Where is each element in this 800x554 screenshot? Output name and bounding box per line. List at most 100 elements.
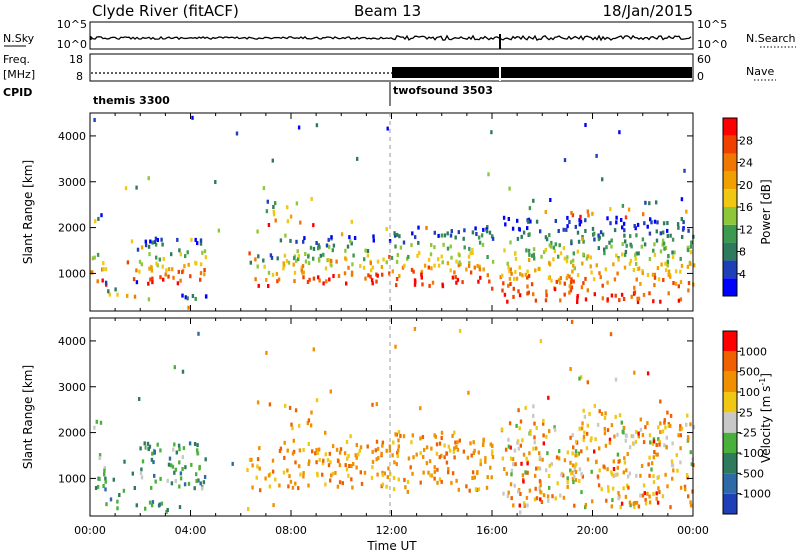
power-cell — [276, 279, 279, 284]
power-cell — [187, 262, 190, 267]
power-cell — [421, 282, 424, 287]
power-cell — [429, 252, 433, 257]
power-cell — [615, 220, 618, 225]
velocity-cell — [539, 339, 543, 344]
velocity-cell — [317, 447, 321, 452]
power-cell — [455, 259, 458, 264]
power-cell — [433, 245, 436, 250]
power-cell — [308, 277, 311, 282]
velocity-cell — [571, 451, 574, 456]
velocity-cell — [288, 474, 291, 479]
power-cell — [301, 270, 304, 275]
velocity-cell — [440, 453, 443, 458]
power-cell — [410, 243, 413, 248]
power-cell — [599, 275, 602, 280]
power-cell — [530, 282, 534, 287]
velocity-cell — [328, 451, 331, 456]
nsky-tick-top: 10^5 — [57, 18, 87, 31]
power-cell — [550, 278, 553, 283]
velocity-cell — [183, 482, 187, 487]
velocity-cell — [338, 463, 342, 468]
power-cell — [330, 258, 333, 263]
power-cell — [399, 245, 403, 250]
velocity-cell — [389, 472, 392, 477]
velocity-cell — [635, 473, 638, 478]
velocity-cell — [299, 472, 302, 477]
power-cell — [266, 199, 269, 204]
power-cell — [499, 275, 502, 280]
velocity-cell — [566, 484, 569, 489]
power-cell — [511, 226, 515, 231]
power-cell — [621, 252, 624, 257]
power-cell — [554, 219, 557, 223]
velocity-cell — [292, 438, 295, 443]
power-cell — [679, 269, 682, 274]
power-cell — [655, 238, 659, 243]
velocity-cell — [385, 484, 388, 489]
power-cell — [367, 273, 370, 278]
velocity-cell — [626, 483, 629, 488]
velocity-cell — [196, 451, 199, 456]
velocity-cell — [659, 421, 662, 426]
power-cell — [317, 246, 320, 251]
velocity-cell — [652, 492, 655, 496]
velocity-cell — [255, 475, 258, 480]
velocity-cell — [661, 429, 665, 434]
power-cell — [371, 281, 374, 286]
power-cell — [514, 256, 518, 261]
velocity-cell — [158, 502, 162, 507]
power-cell — [147, 176, 150, 181]
velocity-cell — [187, 481, 191, 486]
velocity-cell — [146, 446, 149, 451]
velocity-cell — [542, 441, 545, 446]
power-cell — [571, 258, 575, 263]
power-cell — [458, 260, 461, 265]
power-cell — [550, 240, 553, 245]
power-cell — [369, 261, 372, 266]
power-cell — [545, 237, 549, 242]
velocity-cell — [435, 442, 439, 447]
power-cell — [270, 255, 274, 260]
velocity-cell — [482, 437, 485, 442]
power-cell — [467, 254, 471, 259]
power-cell — [659, 231, 662, 236]
power-cell — [214, 180, 217, 184]
velocity-cell — [571, 433, 574, 438]
velocity-cell — [403, 477, 406, 482]
power-cell — [659, 249, 663, 254]
power-cell — [440, 233, 444, 238]
velocity-cell — [566, 450, 569, 455]
velocity-cell — [371, 402, 374, 407]
power-cell — [535, 219, 539, 224]
power-cell — [478, 264, 481, 269]
velocity-cell — [181, 455, 184, 460]
power-cell — [167, 274, 170, 279]
velocity-cell — [655, 491, 658, 496]
power-cell — [599, 230, 603, 235]
velocity-cell — [637, 434, 640, 439]
power-cell — [580, 285, 584, 290]
power-cell — [284, 233, 287, 238]
velocity-ytick-label: 3000 — [58, 381, 86, 394]
x-tick-label: 12:00 — [376, 524, 408, 537]
velocity-cell — [147, 447, 150, 452]
power-cell — [395, 277, 399, 281]
velocity-cell — [619, 505, 622, 510]
power-cell — [666, 259, 669, 264]
velocity-cell — [151, 451, 154, 456]
cpid-segment-themis: themis 3300 — [93, 94, 170, 107]
power-cell — [481, 242, 485, 247]
power-cell — [189, 274, 192, 279]
power-cell — [553, 287, 557, 292]
power-cell — [412, 269, 415, 274]
power-cell — [138, 259, 142, 264]
power-cell — [569, 288, 573, 293]
velocity-cell — [511, 457, 515, 462]
velocity-cell — [551, 494, 554, 499]
velocity-cell — [430, 446, 433, 451]
power-cell — [345, 281, 348, 286]
velocity-cell — [422, 470, 425, 475]
velocity-cell — [624, 433, 628, 438]
power-cell — [608, 240, 611, 245]
power-cell — [671, 237, 675, 242]
